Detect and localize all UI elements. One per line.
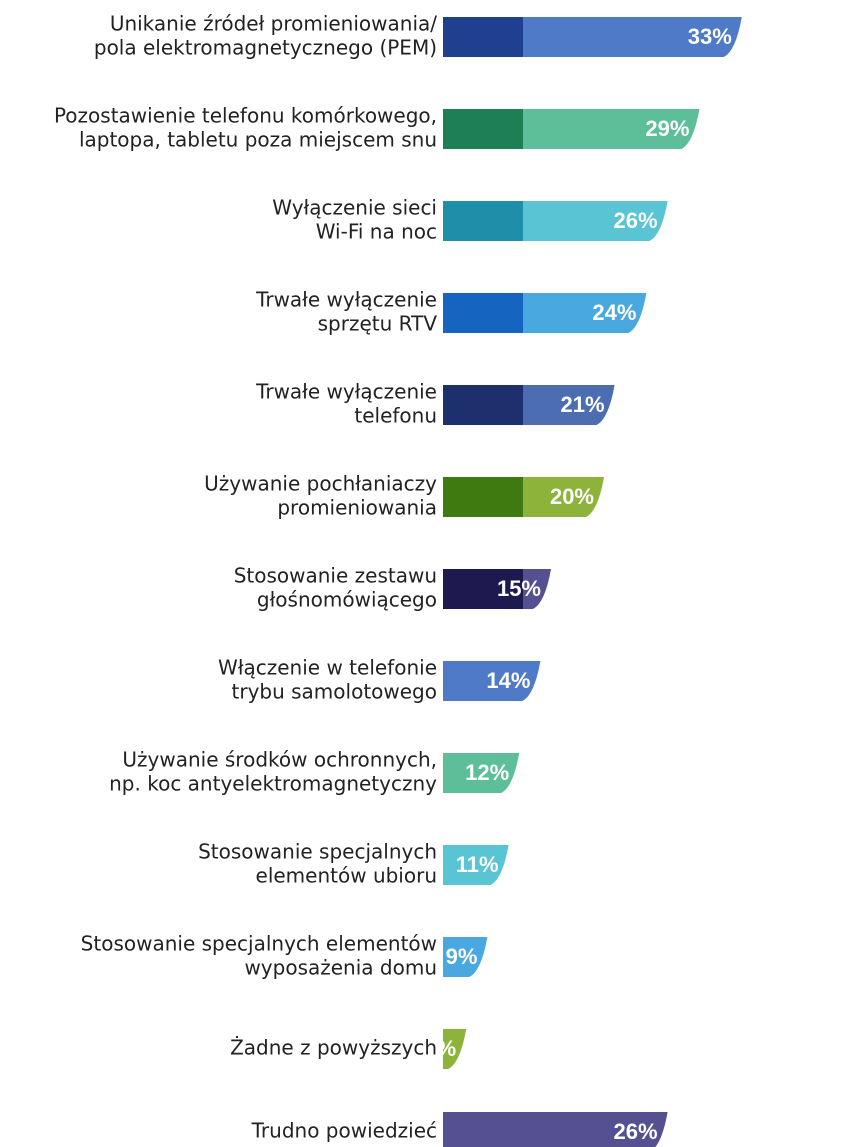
category-label: laptopa, tabletu poza miejscem snu xyxy=(79,128,437,152)
bar-accent xyxy=(443,293,523,333)
category-label: Stosowanie specjalnych xyxy=(198,840,437,864)
bar xyxy=(443,937,488,977)
category-label: wyposażenia domu xyxy=(244,956,437,980)
category-label: Żadne z powyższych xyxy=(230,1036,437,1060)
category-label: Stosowanie zestawu xyxy=(234,564,437,588)
bar xyxy=(443,1112,668,1147)
value-label: 7% xyxy=(424,1036,456,1061)
value-label: 24% xyxy=(592,300,636,325)
value-label: 26% xyxy=(614,1119,658,1144)
category-label: Unikanie źródeł promieniowania/ xyxy=(110,12,437,36)
bar-accent xyxy=(443,201,523,241)
value-label: 26% xyxy=(614,208,658,233)
bar-accent xyxy=(443,569,523,609)
category-label: Trwałe wyłączenie xyxy=(255,380,437,404)
category-label: Używanie środków ochronnych, xyxy=(122,748,437,772)
category-label: głośnomówiącego xyxy=(257,588,437,612)
category-label: Trwałe wyłączenie xyxy=(255,288,437,312)
value-label: 20% xyxy=(550,484,594,509)
value-label: 14% xyxy=(486,668,530,693)
value-label: 33% xyxy=(688,24,732,49)
bar-accent xyxy=(443,385,523,425)
value-label: 9% xyxy=(446,944,478,969)
category-label: Wyłączenie sieci xyxy=(272,196,437,220)
value-label: 21% xyxy=(561,392,605,417)
category-label: elementów ubioru xyxy=(256,864,437,888)
category-label: Stosowanie specjalnych elementów xyxy=(81,932,437,956)
value-label: 15% xyxy=(497,576,541,601)
category-label: pola elektromagnetycznego (PEM) xyxy=(94,36,437,60)
category-label: sprzętu RTV xyxy=(318,312,438,336)
bar xyxy=(443,753,520,793)
bar-accent xyxy=(443,109,523,149)
bar-accent xyxy=(443,17,523,57)
bar xyxy=(443,661,541,701)
bar-accent xyxy=(443,477,523,517)
bar xyxy=(443,845,509,885)
category-label: np. koc antyelektromagnetyczny xyxy=(109,772,437,796)
category-label: Włączenie w telefonie xyxy=(218,656,437,680)
category-label: Pozostawienie telefonu komórkowego, xyxy=(54,104,437,128)
bar xyxy=(443,1029,467,1069)
value-label: 11% xyxy=(456,852,499,877)
category-label: Wi-Fi na noc xyxy=(316,220,437,244)
value-label: 29% xyxy=(645,116,689,141)
category-label: Używanie pochłaniaczy xyxy=(204,472,437,496)
value-label: 12% xyxy=(465,760,509,785)
category-label: Trudno powiedzieć xyxy=(251,1119,437,1143)
category-label: telefonu xyxy=(354,404,437,428)
category-label: trybu samolotowego xyxy=(232,680,438,704)
category-label: promieniowania xyxy=(277,496,437,520)
